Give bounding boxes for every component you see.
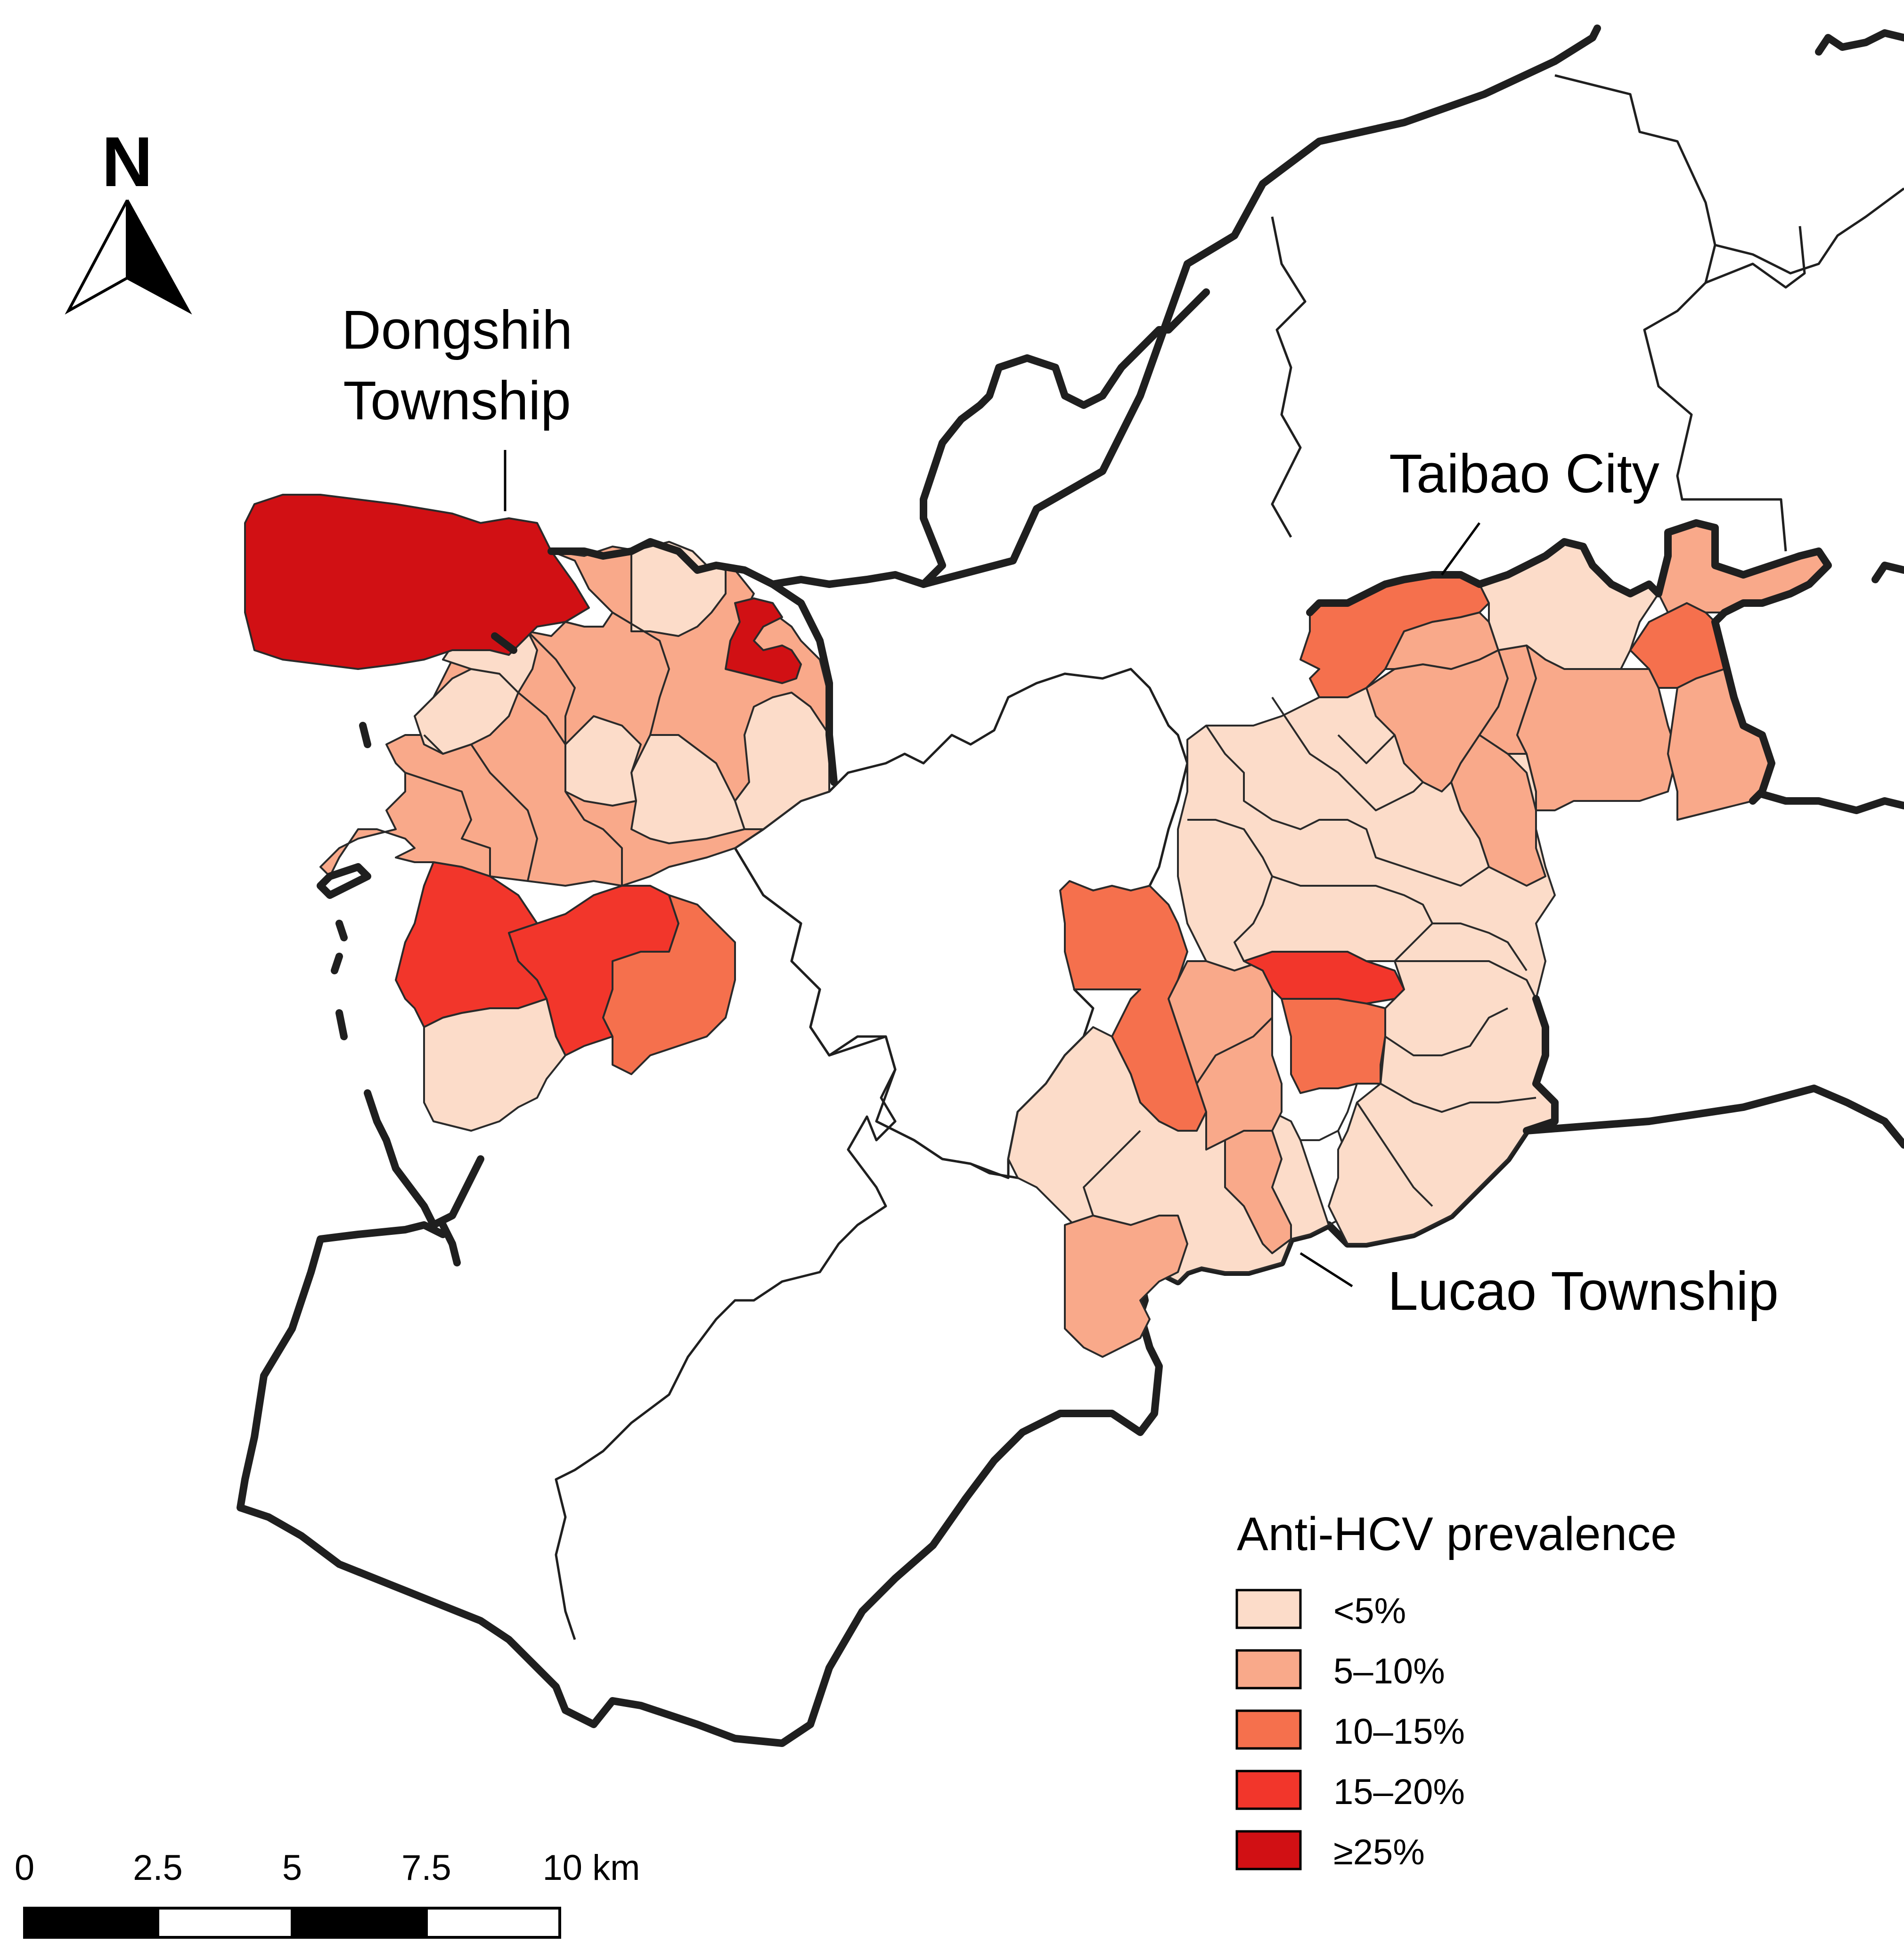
east-thick-boundary <box>1306 519 1832 1135</box>
label-lucao: Lucao Township <box>1388 1260 1779 1322</box>
west-cluster <box>244 494 830 1132</box>
scale-tick-4: 10 km <box>543 1848 640 1888</box>
legend-title: Anti-HCV prevalence <box>1237 1508 1677 1560</box>
scale-segment-1 <box>23 1907 159 1939</box>
scale-tick-2: 5 <box>282 1848 302 1888</box>
region-east-block <box>1281 998 1386 1094</box>
scale-tick-0: 0 <box>15 1848 34 1888</box>
region-east-lower-5-10 <box>1064 1215 1188 1358</box>
scale-segment-2 <box>156 1907 294 1939</box>
region-east-mid-b <box>1224 1130 1292 1254</box>
region-west-south-light <box>423 998 566 1132</box>
scale-segment-4 <box>425 1907 561 1939</box>
region-dongshih <box>244 494 590 670</box>
west-islands <box>317 632 517 1266</box>
scale-bar: 0 2.5 5 7.5 10 km <box>15 1848 640 1939</box>
region-west-10a <box>602 894 736 1075</box>
label-dongshih-line2: Township <box>343 370 571 431</box>
surrounding-boundaries <box>920 24 1904 1149</box>
label-taibao: Taibao City <box>1389 443 1659 504</box>
north-arrow: N <box>65 122 192 315</box>
legend-swatch-2 <box>1235 1649 1302 1690</box>
north-arrow-black-half <box>126 199 192 315</box>
scale-tick-3: 7.5 <box>401 1848 451 1888</box>
label-dongshih-line1: Dongshih <box>342 299 572 360</box>
northwest-boundary <box>548 288 1210 786</box>
north-arrow-white-half <box>65 199 129 315</box>
east-cluster <box>1007 522 1829 1358</box>
legend-swatch-4 <box>1235 1770 1302 1810</box>
legend-label-3: 10–15% <box>1333 1712 1465 1752</box>
legend-swatch-1 <box>1235 1589 1302 1629</box>
region-west-hotspot <box>725 597 802 684</box>
scale-segment-3 <box>291 1907 428 1939</box>
legend-label-2: 5–10% <box>1333 1651 1445 1691</box>
legend-label-1: <5% <box>1333 1591 1406 1631</box>
legend-swatch-3 <box>1235 1709 1302 1750</box>
region-east-b <box>1450 734 1546 887</box>
scale-tick-1: 2.5 <box>133 1848 183 1888</box>
legend-label-4: 15–20% <box>1333 1772 1465 1812</box>
region-west-d <box>564 715 642 807</box>
region-east-i <box>1658 522 1829 613</box>
legend-label-5: ≥25% <box>1333 1832 1425 1872</box>
leader-lines <box>504 450 1481 1288</box>
legend: Anti-HCV prevalence <5% 5–10% 10–15% 15–… <box>1235 1508 1677 1872</box>
legend-swatch-5 <box>1235 1830 1302 1870</box>
region-west-e <box>414 668 519 755</box>
north-arrow-label: N <box>102 122 153 201</box>
region-east-right-light <box>1328 960 1556 1245</box>
region-east-f <box>1516 645 1678 811</box>
